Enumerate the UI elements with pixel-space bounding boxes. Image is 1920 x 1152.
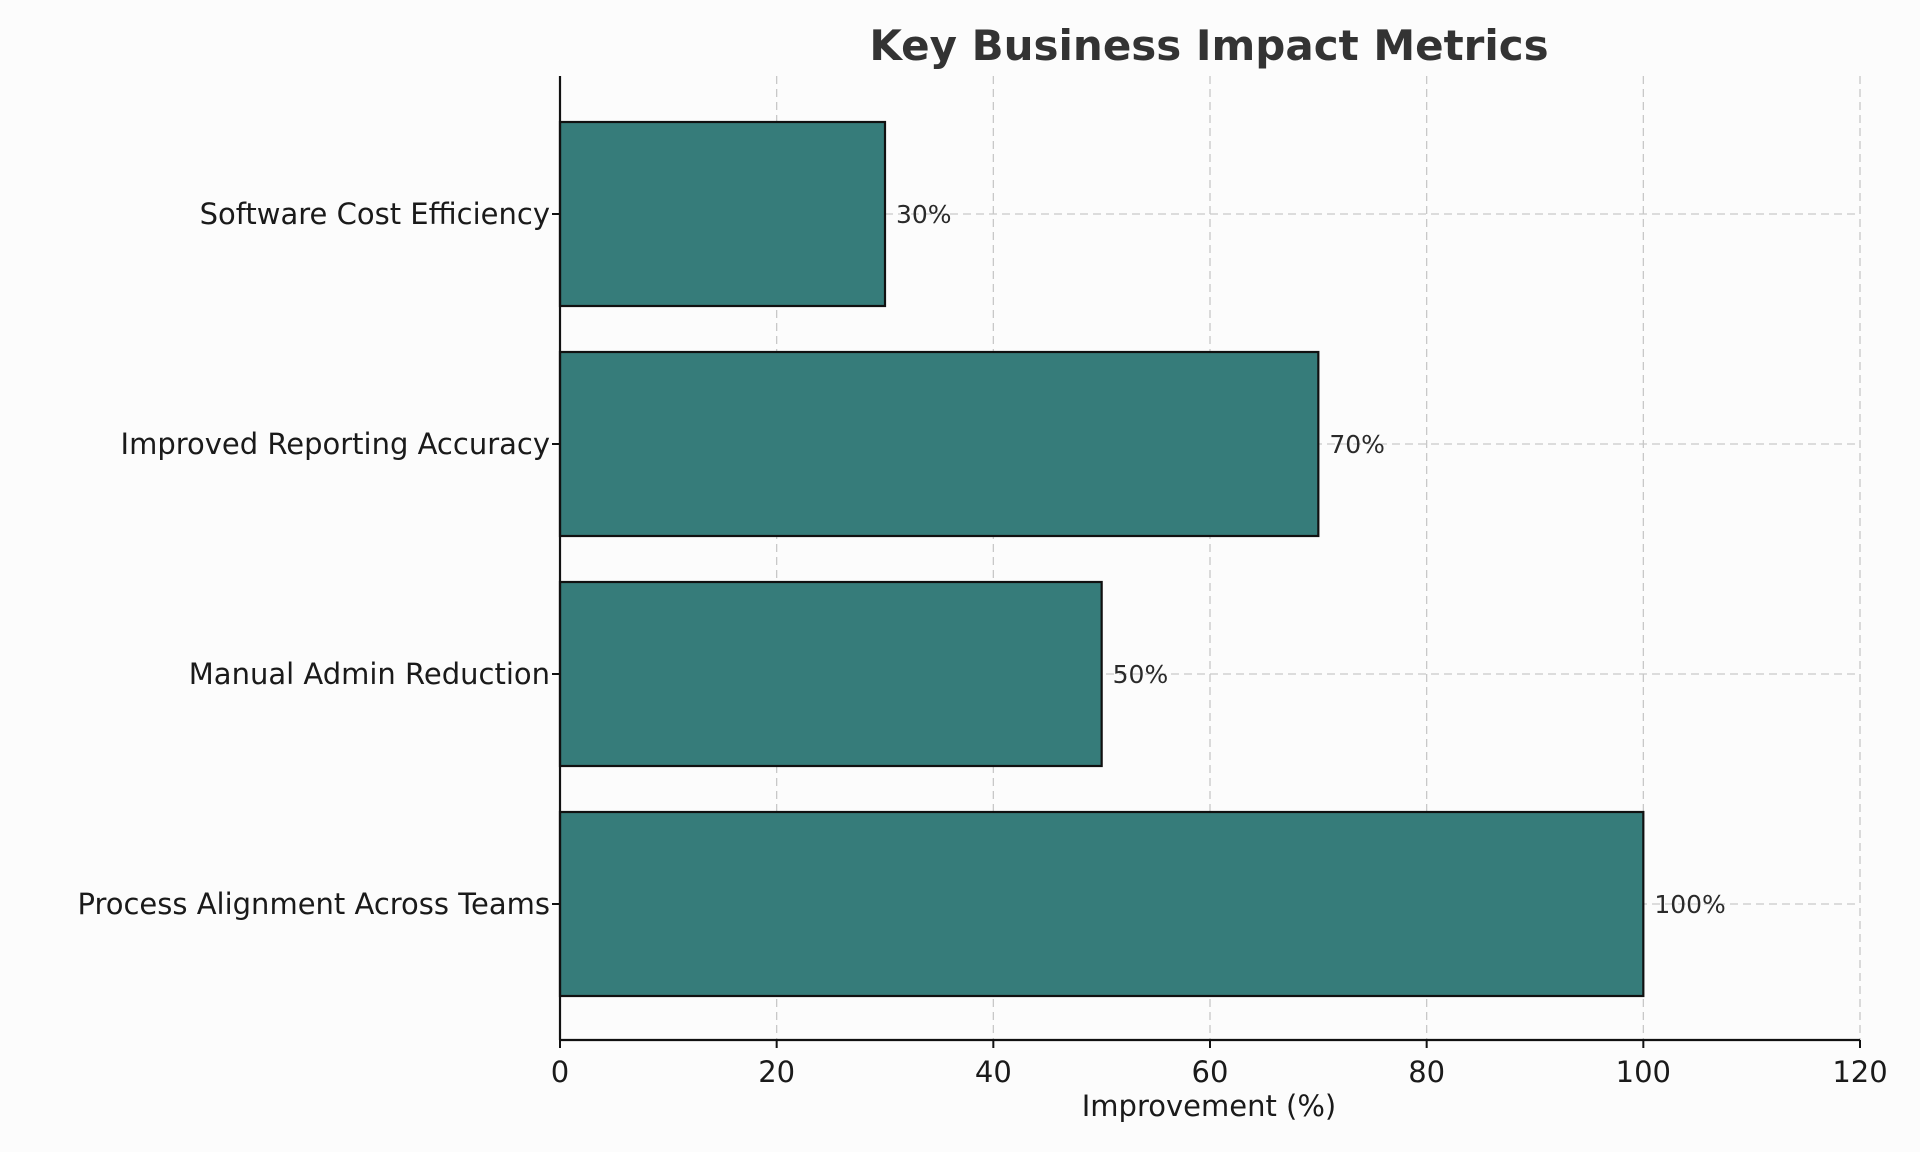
chart-title: Key Business Impact Metrics [869,21,1548,70]
bar [558,350,1320,538]
bar [558,120,887,308]
x-tick-label: 120 [1832,1055,1887,1089]
labels: 100% Process Alignment Across Teams 50% Man… [77,197,1887,1089]
x-tick-label: 80 [1408,1055,1445,1089]
data-label: 70% [1329,430,1385,459]
x-tick-label: 0 [551,1055,569,1089]
category-label: Process Alignment Across Teams [77,887,550,921]
bar [558,810,1645,998]
bar [558,580,1103,768]
data-label: 50% [1113,660,1169,689]
category-label: Improved Reporting Accuracy [121,427,550,461]
category-label: Manual Admin Reduction [189,657,550,691]
axes [552,76,1861,1048]
data-label: 30% [896,200,952,229]
x-tick-label: 100 [1616,1055,1671,1089]
data-label: 100% [1654,890,1725,919]
x-tick-label: 20 [758,1055,795,1089]
bars [558,120,1645,998]
x-axis-title: Improvement (%) [1082,1089,1337,1123]
category-label: Software Cost Efficiency [200,197,550,231]
x-tick-label: 60 [1192,1055,1229,1089]
x-tick-label: 40 [975,1055,1012,1089]
